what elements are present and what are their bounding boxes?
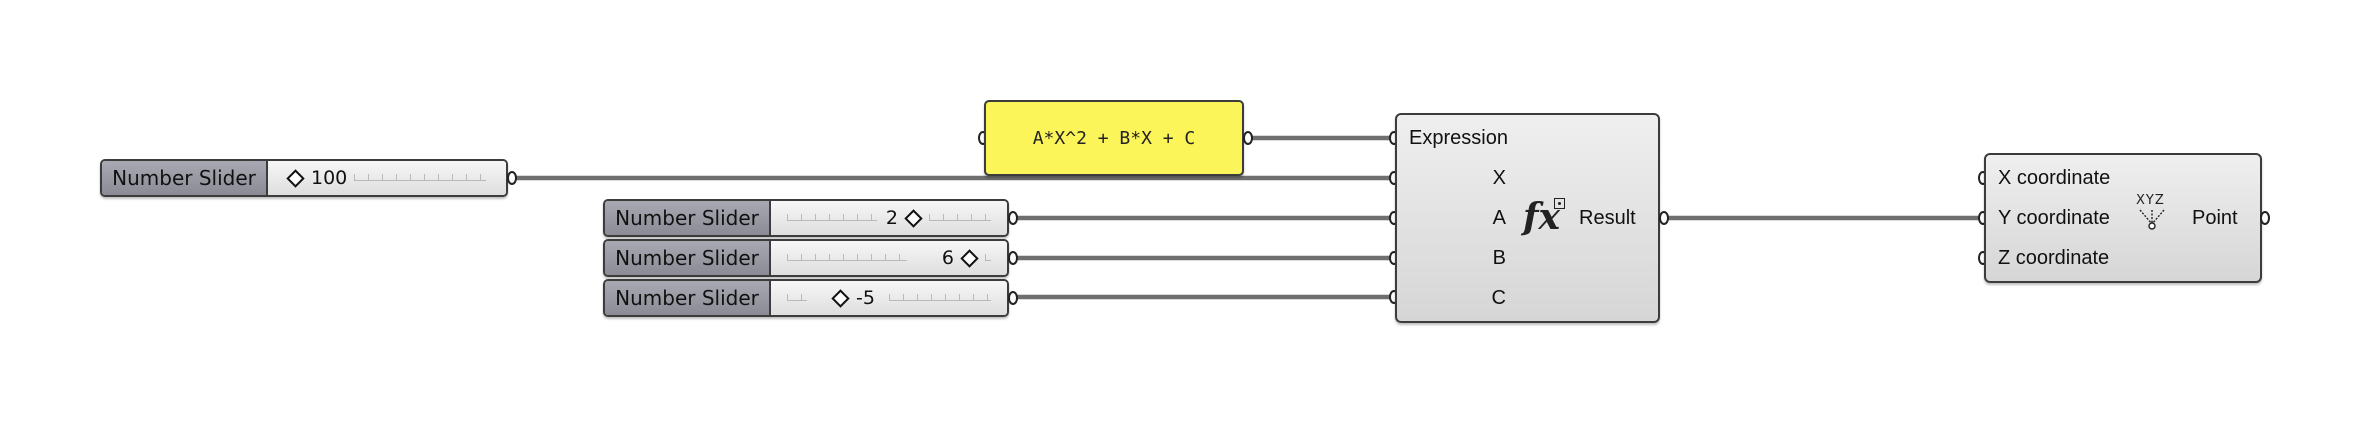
slider-value[interactable]: 100	[284, 161, 347, 195]
slider-label: Number Slider	[102, 161, 268, 195]
slider-value-text: 100	[311, 167, 348, 189]
output-label-point: Point	[2192, 207, 2238, 229]
slider-handle-icon[interactable]	[904, 208, 923, 228]
input-label-expression: Expression	[1409, 127, 1508, 149]
slider-value[interactable]: 2	[886, 201, 925, 235]
number-slider-b[interactable]: Number Slider 6	[603, 239, 1009, 277]
input-label-z-coordinate: Z coordinate	[1998, 247, 2110, 269]
input-label-x-coordinate: X coordinate	[1998, 167, 2111, 189]
slider-value-text: -5	[856, 287, 875, 309]
slider-label: Number Slider	[605, 281, 771, 315]
slider-ticks	[929, 214, 991, 221]
input-label-c: C	[1491, 287, 1506, 309]
slider-value-text: 2	[885, 207, 898, 229]
slider-ticks	[787, 214, 877, 221]
output-grip[interactable]	[507, 171, 517, 185]
slider-ticks	[354, 174, 486, 181]
slider-handle-icon[interactable]	[286, 168, 305, 188]
slider-track[interactable]: 2	[771, 201, 1007, 235]
output-label-result: Result	[1579, 207, 1636, 229]
slider-label: Number Slider	[605, 241, 771, 275]
output-grip[interactable]	[1008, 211, 1018, 225]
output-grip-result[interactable]	[1659, 211, 1669, 225]
expression-component[interactable]: Expression X A B C fx Result	[1395, 113, 1660, 323]
slider-ticks	[787, 294, 807, 301]
slider-handle-icon[interactable]	[831, 288, 850, 308]
input-label-x: X	[1492, 167, 1506, 189]
slider-track[interactable]: 100	[268, 161, 506, 195]
slider-track[interactable]: -5	[771, 281, 1007, 315]
panel-text: A*X^2 + B*X + C	[1032, 127, 1196, 149]
slider-value-text: 6	[941, 247, 954, 269]
panel-expression-text[interactable]: A*X^2 + B*X + C	[984, 100, 1244, 176]
point-arrows-icon	[2139, 209, 2165, 230]
slider-label: Number Slider	[605, 201, 771, 235]
output-grip[interactable]	[1008, 291, 1018, 305]
slider-handle-icon[interactable]	[960, 248, 979, 268]
slider-track[interactable]: 6	[771, 241, 1007, 275]
output-grip-point[interactable]	[2260, 211, 2270, 225]
slider-ticks	[889, 294, 991, 301]
slider-ticks	[787, 254, 907, 261]
input-label-y-coordinate: Y coordinate	[1998, 207, 2110, 229]
slider-value[interactable]: -5	[829, 281, 875, 315]
slider-value[interactable]: 6	[942, 241, 981, 275]
output-grip[interactable]	[1008, 251, 1018, 265]
fx-icon: fx	[1523, 196, 1560, 238]
input-label-a: A	[1492, 207, 1506, 229]
number-slider-a[interactable]: Number Slider 2	[603, 199, 1009, 237]
slider-ticks	[985, 254, 991, 261]
xyz-point-icon: XYZ	[2136, 193, 2165, 208]
number-slider-x[interactable]: Number Slider 100	[100, 159, 508, 197]
construct-point-component[interactable]: X coordinate Y coordinate Z coordinate X…	[1984, 153, 2262, 283]
input-label-b: B	[1492, 247, 1506, 269]
fx-badge-icon	[1554, 198, 1565, 209]
number-slider-c[interactable]: Number Slider -5	[603, 279, 1009, 317]
output-grip[interactable]	[1243, 131, 1253, 145]
